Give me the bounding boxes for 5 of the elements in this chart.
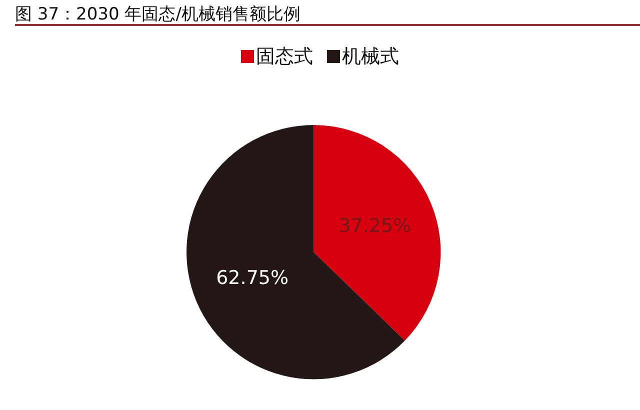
legend-label: 机械式 xyxy=(342,46,399,68)
legend-label: 固态式 xyxy=(256,46,313,68)
data-label: 62.75% xyxy=(216,267,289,290)
data-label: 37.25% xyxy=(338,215,412,238)
chart-title: 图 37：2030 年固态/机械销售额比例 xyxy=(15,4,300,24)
